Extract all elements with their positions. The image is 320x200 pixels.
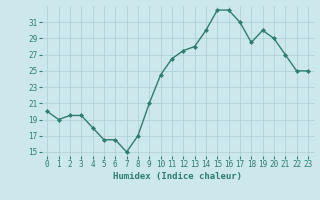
X-axis label: Humidex (Indice chaleur): Humidex (Indice chaleur) (113, 172, 242, 181)
